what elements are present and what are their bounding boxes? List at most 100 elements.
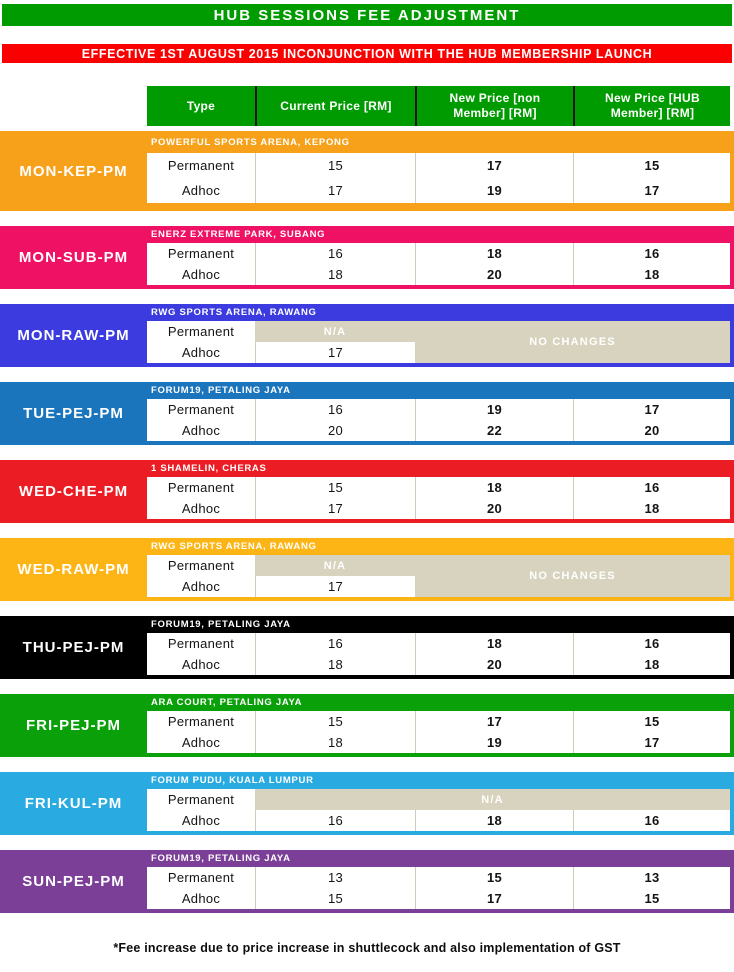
price-cell: 18 — [415, 243, 573, 264]
price-grid: Permanent 15 17 15 Adhoc 17 19 17 — [147, 153, 730, 203]
type-cell: Permanent — [147, 243, 255, 264]
venue-label: 1 SHAMELIN, CHERAS — [151, 463, 267, 474]
session-id-label: WED-RAW-PM — [17, 561, 130, 578]
price-cell: 15 — [573, 711, 730, 732]
session-block-tue-pej-pm: TUE-PEJ-PM FORUM19, PETALING JAYA Permanen… — [0, 382, 734, 445]
type-cell: Adhoc — [147, 654, 255, 675]
price-grid: Permanent 16 18 16 Adhoc 18 20 18 — [147, 633, 730, 675]
page-title: HUB SESSIONS FEE ADJUSTMENT — [213, 6, 521, 24]
muted-cell: N/A — [255, 555, 415, 576]
session-block-fri-pej-pm: FRI-PEJ-PM ARA COURT, PETALING JAYA Perman… — [0, 694, 734, 757]
venue-label: POWERFUL SPORTS ARENA, KEPONG — [151, 136, 350, 148]
venue-label: ENERZ EXTREME PARK, SUBANG — [151, 229, 326, 240]
column-header-current-price: Current Price [RM] — [255, 86, 415, 126]
session-id-label: SUN-PEJ-PM — [22, 873, 125, 890]
price-grid: Permanent 15 18 16 Adhoc 17 20 18 — [147, 477, 730, 519]
price-grid: Permanent N/A NO CHANGES Adhoc 17 — [147, 555, 730, 597]
type-cell: Permanent — [147, 789, 255, 810]
price-grid: Permanent 15 17 15 Adhoc 18 19 17 — [147, 711, 730, 753]
session-block-sun-pej-pm: SUN-PEJ-PM FORUM19, PETALING JAYA Permanen… — [0, 850, 734, 913]
price-grid: Permanent N/A NO CHANGES Adhoc 17 — [147, 321, 730, 363]
price-cell: 19 — [415, 399, 573, 420]
price-cell: 13 — [573, 867, 730, 888]
session-block-wed-raw-pm: WED-RAW-PM RWG SPORTS ARENA, RAWANG Perman… — [0, 538, 734, 601]
effective-date-text: EFFECTIVE 1ST AUGUST 2015 INCONJUNCTION … — [81, 46, 653, 61]
venue-label: FORUM PUDU, KUALA LUMPUR — [151, 775, 314, 786]
price-grid: Permanent 13 15 13 Adhoc 15 17 15 — [147, 867, 730, 909]
price-cell: 16 — [573, 633, 730, 654]
price-cell: 20 — [255, 420, 415, 441]
session-block-wed-che-pm: WED-CHE-PM 1 SHAMELIN, CHERAS Permanent 15 1… — [0, 460, 734, 523]
block-bottom-strip — [147, 441, 730, 445]
block-bottom-strip — [147, 285, 730, 289]
session-table: POWERFUL SPORTS ARENA, KEPONG Permanent 15… — [147, 131, 730, 211]
price-cell: 18 — [415, 810, 573, 831]
type-cell: Permanent — [147, 399, 255, 420]
price-cell: 16 — [255, 810, 415, 831]
session-table: ENERZ EXTREME PARK, SUBANG Permanent 16 18 1… — [147, 226, 730, 289]
venue-label: RWG SPORTS ARENA, RAWANG — [151, 307, 317, 318]
block-bottom-strip — [147, 203, 730, 211]
type-cell: Permanent — [147, 633, 255, 654]
session-block-mon-kep-pm: MON-KEP-PM POWERFUL SPORTS ARENA, KEPONG P… — [0, 131, 734, 211]
price-cell: 18 — [573, 654, 730, 675]
price-cell: 17 — [573, 178, 730, 203]
session-table: FORUM19, PETALING JAYA Permanent 13 15 13 Adh… — [147, 850, 730, 913]
session-table: FORUM19, PETALING JAYA Permanent 16 19 17 Adh… — [147, 382, 730, 445]
price-cell: 17 — [415, 153, 573, 178]
column-header-new-price-non-member: New Price [non Member] [RM] — [415, 86, 573, 126]
price-cell: 16 — [255, 399, 415, 420]
session-id-label: TUE-PEJ-PM — [23, 405, 124, 422]
session-id-label: MON-RAW-PM — [17, 327, 130, 344]
block-bottom-strip — [147, 519, 730, 523]
column-header-type: Type — [147, 86, 255, 126]
price-cell: 22 — [415, 420, 573, 441]
muted-cell: NO CHANGES — [415, 555, 730, 597]
effective-date-banner: EFFECTIVE 1ST AUGUST 2015 INCONJUNCTION … — [2, 44, 732, 63]
price-cell: 15 — [255, 477, 415, 498]
type-cell: Permanent — [147, 477, 255, 498]
block-bottom-strip — [147, 363, 730, 367]
price-cell: 15 — [255, 153, 415, 178]
session-block-fri-kul-pm: FRI-KUL-PM FORUM PUDU, KUALA LUMPUR Perman… — [0, 772, 734, 835]
price-cell: 19 — [415, 732, 573, 753]
type-cell: Adhoc — [147, 732, 255, 753]
price-cell: 16 — [573, 243, 730, 264]
price-cell: 18 — [573, 264, 730, 285]
session-table: FORUM PUDU, KUALA LUMPUR Permanent N/A Adho… — [147, 772, 730, 835]
muted-cell: NO CHANGES — [415, 321, 730, 363]
fee-adjustment-poster: HUB SESSIONS FEE ADJUSTMENT EFFECTIVE 1S… — [0, 4, 734, 972]
venue-label: ARA COURT, PETALING JAYA — [151, 697, 303, 708]
price-cell: 15 — [573, 888, 730, 909]
price-cell: 17 — [255, 576, 415, 597]
price-cell: 18 — [573, 498, 730, 519]
price-cell: 17 — [573, 399, 730, 420]
type-cell: Permanent — [147, 555, 255, 576]
session-id-label: THU-PEJ-PM — [22, 639, 125, 656]
type-cell: Adhoc — [147, 264, 255, 285]
price-cell: 18 — [255, 264, 415, 285]
price-cell: 16 — [573, 477, 730, 498]
session-id-label: FRI-PEJ-PM — [25, 717, 121, 734]
price-cell: 16 — [255, 633, 415, 654]
price-cell: 17 — [255, 498, 415, 519]
type-cell: Permanent — [147, 153, 255, 178]
type-cell: Adhoc — [147, 498, 255, 519]
column-header-new-price-hub-member: New Price [HUB Member] [RM] — [573, 86, 730, 126]
session-id-label: FRI-KUL-PM — [24, 795, 123, 812]
session-table: FORUM19, PETALING JAYA Permanent 16 18 16 Adh… — [147, 616, 730, 679]
price-cell: 18 — [415, 477, 573, 498]
type-cell: Adhoc — [147, 888, 255, 909]
price-cell: 16 — [573, 810, 730, 831]
venue-label: FORUM19, PETALING JAYA — [151, 619, 291, 630]
sessions-list: MON-KEP-PM POWERFUL SPORTS ARENA, KEPONG P… — [0, 131, 734, 913]
session-block-mon-raw-pm: MON-RAW-PM RWG SPORTS ARENA, RAWANG Perman… — [0, 304, 734, 367]
venue-label: FORUM19, PETALING JAYA — [151, 853, 291, 864]
price-grid: Permanent 16 18 16 Adhoc 18 20 18 — [147, 243, 730, 285]
footnote: *Fee increase due to price increase in s… — [113, 941, 621, 955]
type-cell: Permanent — [147, 711, 255, 732]
block-bottom-strip — [147, 597, 730, 601]
venue-label: RWG SPORTS ARENA, RAWANG — [151, 541, 317, 552]
price-cell: 18 — [255, 654, 415, 675]
type-cell: Adhoc — [147, 178, 255, 203]
